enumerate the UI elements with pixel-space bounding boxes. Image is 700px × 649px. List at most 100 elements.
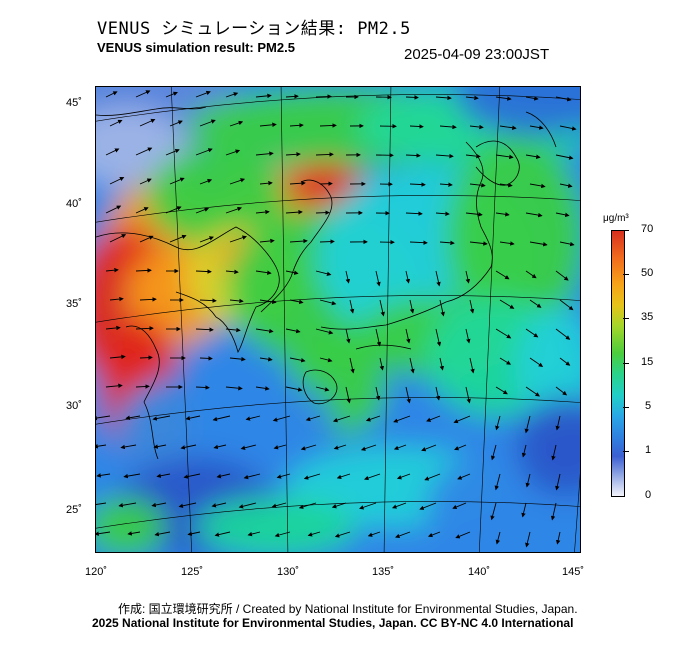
wind-arrow xyxy=(495,415,501,431)
coastline xyxy=(475,140,520,186)
wind-arrow xyxy=(499,241,515,246)
wind-arrow xyxy=(525,270,537,279)
longitude-line xyxy=(170,87,192,552)
coastline xyxy=(355,344,412,350)
wind-arrow xyxy=(555,473,561,491)
wind-arrow xyxy=(187,531,201,536)
wind-arrow xyxy=(135,147,153,156)
wind-arrow xyxy=(211,502,227,508)
wind-arrow xyxy=(529,125,544,130)
wind-arrow xyxy=(272,415,291,422)
wind-arrow xyxy=(452,502,467,510)
wind-arrow xyxy=(298,502,317,509)
wind-arrow xyxy=(319,299,337,306)
wind-arrow xyxy=(199,236,214,243)
latitude-line xyxy=(96,295,580,323)
wind-arrow xyxy=(499,299,515,309)
wind-arrow xyxy=(225,149,241,156)
wind-arrow xyxy=(495,328,512,339)
lon-label-130: 130˚ xyxy=(277,566,300,578)
wind-arrow xyxy=(212,415,231,422)
wind-arrow xyxy=(405,211,423,216)
wind-arrow xyxy=(303,473,321,480)
wind-arrow xyxy=(123,473,141,479)
wind-arrow xyxy=(439,299,445,317)
wind-arrow xyxy=(199,298,217,303)
wind-arrow xyxy=(285,209,303,215)
wind-arrow xyxy=(465,212,483,217)
wind-arrow xyxy=(375,386,381,401)
wind-arrow xyxy=(238,502,257,509)
wind-arrow xyxy=(152,415,171,421)
colorbar-tick xyxy=(623,318,629,319)
wind-arrow xyxy=(393,444,407,450)
lon-label-135: 135˚ xyxy=(372,566,395,578)
wind-arrow xyxy=(259,122,277,128)
wind-arrow xyxy=(199,356,213,361)
title-japanese: VENUS シミュレーション結果: PM2.5 xyxy=(97,19,411,39)
wind-arrow xyxy=(435,328,442,347)
wind-arrow xyxy=(165,206,182,214)
wind-arrow xyxy=(285,386,303,392)
colorbar-tick xyxy=(623,274,629,275)
wind-arrow xyxy=(315,328,334,335)
wind-arrow xyxy=(285,270,299,275)
colorbar-tick xyxy=(623,407,629,408)
wind-arrow xyxy=(405,153,421,158)
lat-label-35: 35˚ xyxy=(66,298,82,310)
wind-arrow xyxy=(392,502,407,509)
wind-arrow xyxy=(229,120,244,127)
wind-arrow xyxy=(525,96,539,101)
wind-arrow xyxy=(96,531,111,536)
colorbar-label-15: 15 xyxy=(641,356,654,368)
wind-arrow xyxy=(259,357,273,362)
wind-arrow xyxy=(409,124,424,129)
wind-arrow xyxy=(331,502,347,509)
concentration-patch xyxy=(516,397,580,497)
wind-arrow xyxy=(274,531,291,538)
wind-arrow xyxy=(315,270,332,277)
wind-arrow xyxy=(345,328,351,344)
wind-arrow xyxy=(409,240,428,245)
colorbar-label-70: 70 xyxy=(641,223,654,235)
wind-arrow xyxy=(255,270,272,275)
wind-arrow xyxy=(229,178,246,185)
credit-english: 2025 National Institute for Environmenta… xyxy=(92,616,574,630)
wind-arrow xyxy=(469,183,486,188)
wind-arrow xyxy=(183,473,201,479)
wind-arrow xyxy=(375,270,381,287)
wind-arrow xyxy=(405,95,419,100)
wind-arrow xyxy=(465,270,471,284)
wind-arrow xyxy=(185,415,201,421)
wind-arrow xyxy=(96,444,107,449)
wind-arrow xyxy=(151,502,167,508)
wind-arrow xyxy=(289,123,304,128)
wind-arrow xyxy=(435,386,441,401)
lat-label-45: 45˚ xyxy=(66,97,82,109)
wind-arrow xyxy=(495,531,501,545)
wind-arrow xyxy=(165,148,180,156)
coastline xyxy=(260,179,333,313)
wind-arrow xyxy=(529,357,544,367)
wind-arrow xyxy=(105,267,119,273)
wind-arrow xyxy=(319,123,337,128)
wind-arrow xyxy=(427,531,441,538)
wind-arrow xyxy=(345,386,351,404)
wind-arrow xyxy=(457,473,471,480)
wind-arrow xyxy=(469,241,488,246)
pm25-map xyxy=(95,86,581,553)
wind-arrow xyxy=(525,154,541,159)
latitude-line xyxy=(96,501,580,529)
wind-arrow xyxy=(465,328,471,344)
wind-arrow xyxy=(469,124,484,130)
wind-arrow xyxy=(285,152,301,157)
wind-arrow xyxy=(524,415,531,434)
wind-arrow xyxy=(421,444,437,452)
wind-arrow xyxy=(424,473,441,481)
wind-arrow xyxy=(490,502,497,521)
wind-arrow xyxy=(559,183,573,188)
wind-arrow xyxy=(195,207,210,214)
wind-arrow xyxy=(195,385,210,390)
coastline xyxy=(96,106,207,116)
wind-arrow xyxy=(409,182,426,187)
